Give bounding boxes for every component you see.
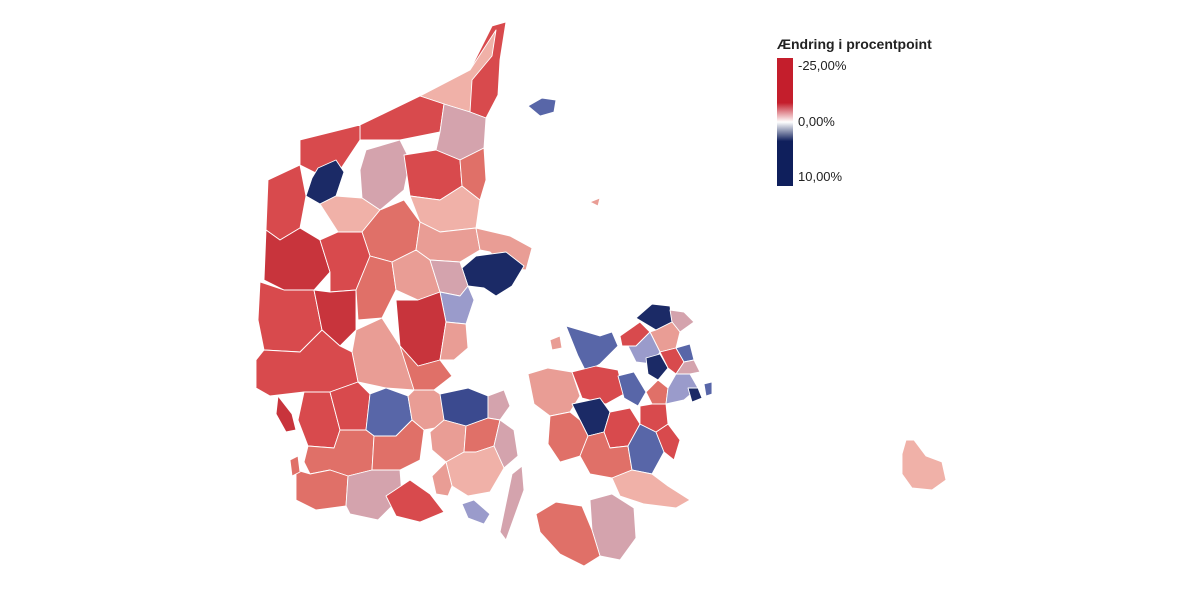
- legend-label-max: 10,00%: [798, 169, 843, 184]
- municipality-region[interactable]: [535, 501, 601, 567]
- legend-color-scale: [777, 58, 793, 186]
- municipality-region[interactable]: [461, 499, 491, 525]
- municipality-region[interactable]: [385, 479, 445, 523]
- municipality-region[interactable]: [255, 329, 359, 397]
- legend: Ændring i procentpoint -25,00% 0,00% 10,…: [777, 36, 932, 186]
- municipality-region[interactable]: [275, 395, 297, 433]
- municipality-region[interactable]: [345, 469, 403, 521]
- municipality-region[interactable]: [901, 439, 947, 491]
- municipality-region[interactable]: [687, 387, 703, 403]
- municipality-region[interactable]: [359, 95, 445, 141]
- municipality-region[interactable]: [675, 359, 701, 375]
- municipality-region[interactable]: [371, 419, 425, 471]
- municipality-region[interactable]: [459, 147, 487, 201]
- legend-label-mid: 0,00%: [798, 114, 835, 129]
- municipality-region[interactable]: [295, 469, 349, 511]
- municipality-region[interactable]: [589, 197, 601, 207]
- municipality-region[interactable]: [359, 139, 411, 211]
- municipality-region[interactable]: [703, 381, 713, 397]
- municipality-region[interactable]: [487, 389, 511, 421]
- municipality-region[interactable]: [639, 403, 669, 433]
- legend-title: Ændring i procentpoint: [777, 36, 932, 52]
- municipality-region[interactable]: [549, 335, 563, 351]
- municipality-region[interactable]: [431, 461, 453, 497]
- municipality-region[interactable]: [499, 465, 525, 541]
- legend-label-min: -25,00%: [798, 58, 847, 73]
- municipality-region[interactable]: [527, 367, 581, 417]
- municipality-region[interactable]: [263, 227, 331, 291]
- municipality-region[interactable]: [289, 455, 301, 477]
- municipality-region[interactable]: [611, 469, 691, 509]
- municipality-region[interactable]: [565, 325, 619, 373]
- municipality-region[interactable]: [645, 379, 669, 405]
- municipality-region[interactable]: [617, 371, 647, 407]
- municipality-region[interactable]: [461, 251, 525, 297]
- municipality-region[interactable]: [439, 321, 469, 361]
- municipality-region[interactable]: [527, 97, 557, 117]
- municipality-region[interactable]: [445, 445, 505, 497]
- municipality-region[interactable]: [645, 353, 669, 381]
